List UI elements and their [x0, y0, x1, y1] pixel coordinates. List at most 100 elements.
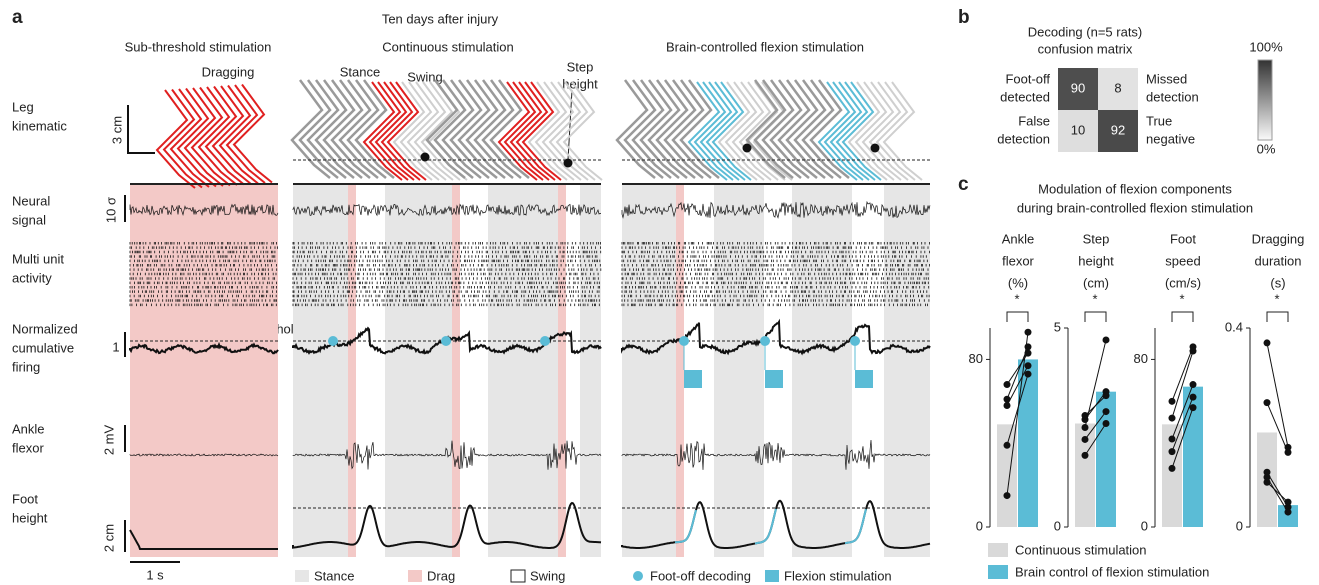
significance-bracket	[1085, 312, 1106, 322]
legend-swatch	[511, 570, 525, 582]
y-tick-label: 80	[969, 351, 983, 366]
row-label: firing	[12, 359, 40, 374]
figure: a Ten days after injury b c Threshold Su…	[0, 0, 1319, 585]
rat-point	[1285, 499, 1292, 506]
panel-c-title: Modulation of flexion components	[1038, 181, 1232, 196]
foot-off-marker	[760, 336, 770, 346]
foot-off-marker	[540, 336, 550, 346]
rat-point	[1082, 412, 1089, 419]
step-marker	[743, 144, 752, 153]
chart-label: height	[1078, 253, 1114, 268]
legend-swatch	[765, 570, 779, 582]
chart-label: Dragging	[1252, 231, 1305, 246]
row-label: signal	[12, 212, 46, 227]
legend-swatch	[988, 543, 1008, 557]
panel-label: b	[958, 7, 970, 28]
scale-label: 10 σ	[103, 197, 118, 223]
matrix-side-label: Missed	[1146, 71, 1187, 86]
rat-point	[1264, 339, 1271, 346]
row-label: kinematic	[12, 118, 67, 133]
matrix-value: 90	[1071, 80, 1085, 95]
legend-swatch	[633, 571, 643, 581]
y-tick-label: 5	[1054, 319, 1061, 334]
rat-point	[1285, 449, 1292, 456]
rat-point	[1169, 398, 1176, 405]
row-label: Leg	[12, 99, 34, 114]
annotation: Step	[567, 59, 594, 74]
y-tick-label: 0	[1236, 518, 1243, 533]
flexion-stim	[855, 370, 873, 388]
colorbar-label: 100%	[1249, 39, 1283, 54]
legend-label: Foot-off decoding	[650, 568, 751, 583]
matrix-value: 10	[1071, 122, 1085, 137]
legend-swatch	[408, 570, 422, 582]
panel-label: c	[958, 174, 969, 195]
row-label: Ankle	[12, 421, 45, 436]
stance-band	[884, 185, 930, 557]
chart-label: (cm)	[1083, 275, 1109, 290]
annotation: Stance	[340, 64, 380, 79]
drag-band	[348, 185, 356, 557]
legend-label: Drag	[427, 568, 455, 583]
matrix-row-label: detection	[997, 131, 1050, 146]
matrix-row-label: False	[1018, 113, 1050, 128]
step-marker	[564, 159, 573, 168]
chart-label: flexor	[1002, 253, 1034, 268]
rat-point	[1004, 381, 1011, 388]
rat-point	[1025, 371, 1032, 378]
legend-swatch	[988, 565, 1008, 579]
rat-point	[1025, 343, 1032, 350]
rat-point	[1082, 424, 1089, 431]
pair-line	[1267, 343, 1288, 447]
rat-point	[1169, 448, 1176, 455]
rat-point	[1264, 399, 1271, 406]
colorbar-label: 0%	[1257, 141, 1276, 156]
foot-off-marker	[679, 336, 689, 346]
foot-off-marker	[328, 336, 338, 346]
chart-label: Foot	[1170, 231, 1196, 246]
flexion-stim	[765, 370, 783, 388]
significance: *	[1092, 291, 1097, 306]
stance-band	[714, 185, 764, 557]
stance-band	[622, 185, 676, 557]
legend-label: Stance	[314, 568, 354, 583]
scale-label: 2 cm	[101, 524, 116, 552]
rat-point	[1082, 436, 1089, 443]
legend-label: Continuous stimulation	[1015, 542, 1147, 557]
row-label: Neural	[12, 193, 50, 208]
scale-label: 1	[112, 339, 119, 354]
scale-label: 2 mV	[101, 425, 116, 456]
drag-band	[452, 185, 460, 557]
drag-band	[676, 185, 684, 557]
rat-point	[1264, 479, 1271, 486]
stance-band	[488, 185, 558, 557]
column-title: Continuous stimulation	[382, 39, 514, 54]
matrix-row-label: Foot-off	[1005, 71, 1050, 86]
rat-point	[1025, 329, 1032, 336]
panel-c-title: during brain-controlled flexion stimulat…	[1017, 200, 1253, 215]
drag-band	[130, 185, 278, 557]
chart-label: Step	[1083, 231, 1110, 246]
y-tick-label: 0	[1141, 518, 1148, 533]
drag-band	[558, 185, 566, 557]
rat-point	[1169, 436, 1176, 443]
stance-band	[385, 185, 452, 557]
matrix-value: 92	[1111, 122, 1125, 137]
matrix-side-label: True	[1146, 113, 1172, 128]
super-title: Ten days after injury	[382, 11, 499, 26]
foot-off-marker	[441, 336, 451, 346]
row-label: cumulative	[12, 340, 74, 355]
chart-label: Ankle	[1002, 231, 1035, 246]
colorbar	[1258, 60, 1272, 140]
foot-off-marker	[850, 336, 860, 346]
chart-label: (s)	[1270, 275, 1285, 290]
rat-point	[1103, 336, 1110, 343]
row-label: activity	[12, 270, 52, 285]
step-marker	[421, 153, 430, 162]
column-title: Sub-threshold stimulation	[125, 39, 272, 54]
rat-point	[1004, 396, 1011, 403]
rat-point	[1004, 442, 1011, 449]
chart-label: duration	[1255, 253, 1302, 268]
stance-band	[293, 185, 348, 557]
stance-band	[580, 185, 601, 557]
